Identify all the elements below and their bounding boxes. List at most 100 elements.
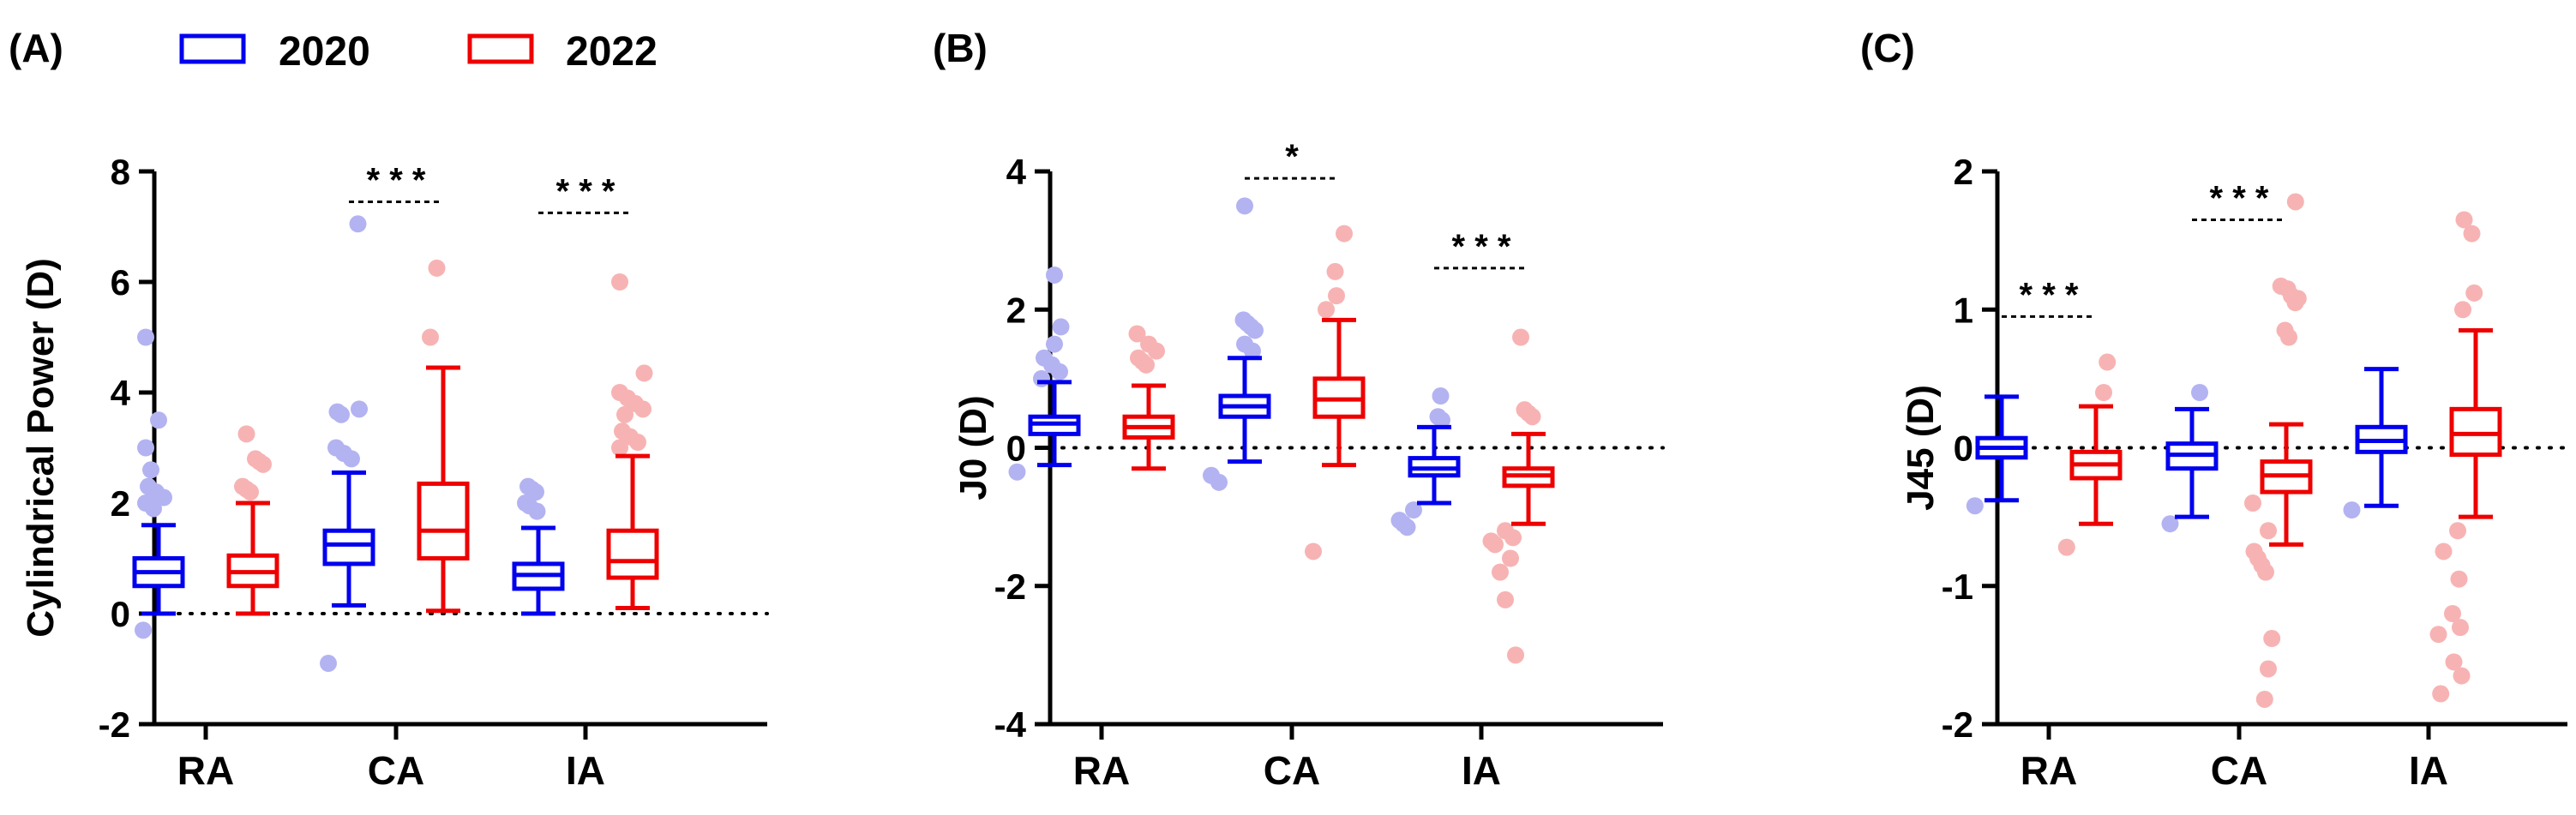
panel-label: (B) — [933, 26, 988, 70]
outlier-point — [2260, 522, 2277, 540]
outlier-point — [1052, 318, 1070, 336]
panel-a: (A) Cylindrical Power (D) -2 0 2 4 6 8 RA CA IA * *… — [9, 26, 769, 793]
outlier-point — [2257, 563, 2274, 581]
outlier-point — [1497, 590, 1514, 608]
outlier-point — [2161, 515, 2179, 533]
outlier-point — [137, 328, 154, 346]
outlier-point — [1492, 563, 1509, 581]
y-tick-label: 2 — [1954, 152, 1973, 192]
outlier-point — [242, 483, 259, 501]
outlier-point — [2450, 570, 2468, 588]
outlier-point — [2444, 605, 2461, 622]
outlier-point — [1512, 328, 1529, 346]
outlier-point — [2463, 225, 2481, 243]
outlier-point — [2449, 522, 2466, 540]
box-2022-ra — [226, 425, 279, 616]
outlier-point — [611, 273, 628, 291]
box-2022-ia — [606, 273, 659, 611]
outlier-point — [1432, 387, 1450, 405]
y-axis-title: J45 (D) — [1900, 385, 1942, 511]
significance-ca: * — [1245, 138, 1339, 180]
box-2020-ia — [512, 477, 565, 616]
legend-swatch-2022 — [467, 33, 534, 64]
box-2022-ca — [1305, 225, 1366, 560]
outlier-point — [333, 405, 350, 423]
y-tick-label: 0 — [1954, 428, 1973, 469]
outlier-point — [1046, 335, 1063, 353]
outlier-point — [2445, 653, 2463, 671]
outlier-point — [1326, 262, 1344, 280]
x-tick-label-ra: RA — [1073, 748, 1130, 793]
significance-label: * — [1285, 138, 1299, 176]
y-tick-label: -1 — [1942, 566, 1973, 607]
y-axis-title: J0 (D) — [952, 395, 994, 500]
outlier-point — [634, 400, 652, 418]
outlier-point — [1244, 342, 1261, 360]
outlier-point — [2099, 353, 2117, 371]
outlier-point — [320, 655, 337, 673]
outlier-point — [2286, 294, 2304, 312]
outlier-point — [2465, 284, 2483, 302]
outlier-point — [1246, 321, 1264, 339]
significance-ca: * * * — [2192, 179, 2286, 221]
panel-b: (B) J0 (D) -4 -2 0 2 4 RA CA IA * * * * — [933, 26, 1665, 793]
outlier-point — [2453, 667, 2471, 685]
outlier-point — [527, 483, 544, 501]
box-2022-ra — [2057, 353, 2123, 556]
outlier-point — [1305, 542, 1322, 560]
box-2020-ra — [132, 328, 185, 639]
box-2020-ia — [2343, 367, 2408, 519]
significance-label: * * * — [367, 161, 426, 199]
box-2020-ca — [320, 215, 375, 673]
outlier-point — [616, 405, 633, 423]
outlier-point — [611, 439, 628, 457]
outlier-point — [2429, 626, 2447, 644]
x-tick-label-ca: CA — [368, 748, 424, 793]
legend-label-2020: 2020 — [279, 29, 370, 75]
outlier-point — [1046, 266, 1063, 284]
outlier-point — [422, 328, 439, 346]
outlier-point — [1008, 463, 1026, 481]
outlier-point — [1507, 646, 1524, 664]
outlier-point — [349, 215, 367, 233]
y-axis-title: Cylindrical Power (D) — [20, 258, 62, 638]
outlier-point — [1486, 536, 1504, 554]
outlier-point — [2435, 542, 2453, 560]
significance-label: * * * — [1452, 228, 1511, 266]
y-tick-label: 4 — [1006, 152, 1027, 192]
outlier-point — [1405, 501, 1422, 519]
outlier-point — [145, 500, 162, 518]
outlier-point — [2191, 384, 2208, 401]
y-tick-label: -2 — [994, 566, 1026, 607]
outlier-point — [343, 450, 360, 468]
outlier-point — [2255, 690, 2273, 708]
outlier-point — [1210, 473, 1228, 491]
box-2020-ca — [1203, 197, 1271, 491]
y-tick-label: 2 — [1006, 290, 1026, 330]
outlier-point — [528, 502, 546, 520]
outlier-point — [2095, 384, 2112, 401]
y-tick-label: 0 — [1006, 428, 1026, 469]
significance-ia: * * * — [1434, 228, 1528, 270]
outlier-point — [1318, 301, 1335, 319]
outlier-point — [635, 364, 653, 382]
legend-label-2022: 2022 — [566, 29, 658, 75]
outlier-point — [351, 400, 368, 418]
box-2022-ca — [2244, 193, 2313, 708]
outlier-point — [137, 439, 154, 457]
outlier-point — [2432, 685, 2450, 703]
panels: (A) Cylindrical Power (D) -2 0 2 4 6 8 RA CA IA * *… — [9, 26, 2569, 793]
outlier-point — [2260, 660, 2277, 678]
y-tick-label: -4 — [994, 704, 1027, 745]
y-tick-label: 8 — [111, 152, 130, 192]
significance-ra: * * * — [2002, 276, 2096, 318]
outlier-point — [1128, 325, 1146, 343]
box-2020-ia — [1390, 387, 1461, 536]
panel-c: (C) J45 (D) -2 -1 0 1 2 RA CA IA * * * * * * — [1860, 26, 2569, 793]
box-2020-ra — [1966, 394, 2028, 515]
outlier-point — [428, 259, 446, 277]
outlier-point — [1051, 363, 1068, 381]
box-iqr — [417, 481, 470, 560]
box-iqr — [606, 528, 659, 580]
outlier-point — [1502, 549, 1519, 567]
